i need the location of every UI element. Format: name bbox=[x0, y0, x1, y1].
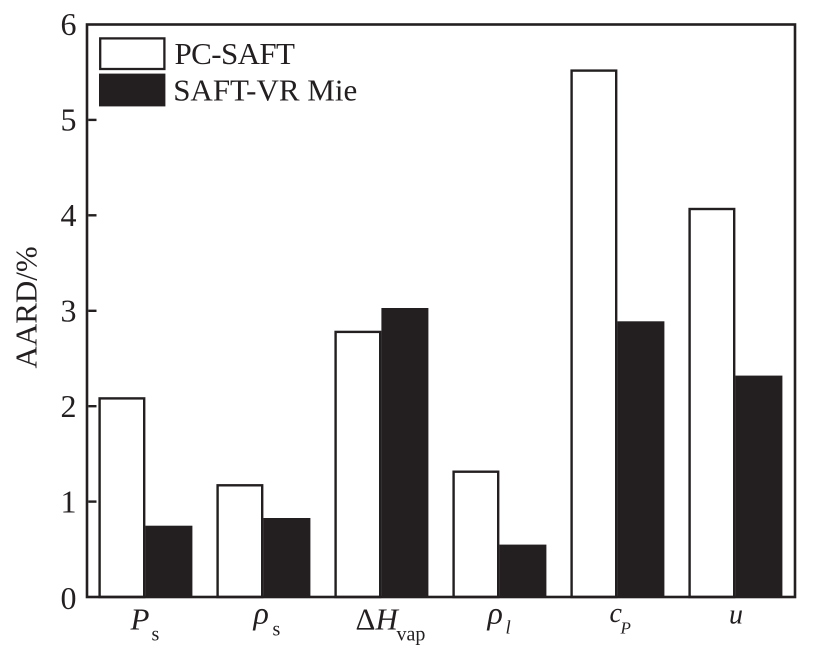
svg-text:SAFT-VR Mie: SAFT-VR Mie bbox=[173, 72, 357, 107]
svg-text:c: c bbox=[610, 598, 623, 629]
svg-text:ρ: ρ bbox=[253, 595, 269, 631]
svg-text:ρ: ρ bbox=[487, 595, 503, 631]
svg-text:3: 3 bbox=[61, 292, 77, 328]
svg-text:2: 2 bbox=[61, 388, 77, 424]
svg-text:4: 4 bbox=[61, 197, 77, 233]
svg-text:s: s bbox=[273, 619, 281, 641]
svg-text:u: u bbox=[729, 600, 743, 631]
svg-text:PC-SAFT: PC-SAFT bbox=[175, 36, 296, 71]
svg-text:6: 6 bbox=[61, 6, 77, 42]
svg-text:ΔH: ΔH bbox=[356, 601, 400, 636]
svg-text:s: s bbox=[152, 623, 160, 645]
svg-text:vap: vap bbox=[397, 623, 426, 645]
svg-text:P: P bbox=[130, 602, 150, 637]
svg-text:5: 5 bbox=[61, 102, 77, 138]
svg-text:0: 0 bbox=[61, 580, 77, 616]
svg-text:l: l bbox=[506, 618, 511, 639]
svg-text:AARD/%: AARD/% bbox=[9, 246, 44, 368]
svg-text:P: P bbox=[620, 619, 631, 638]
svg-text:1: 1 bbox=[61, 483, 77, 519]
